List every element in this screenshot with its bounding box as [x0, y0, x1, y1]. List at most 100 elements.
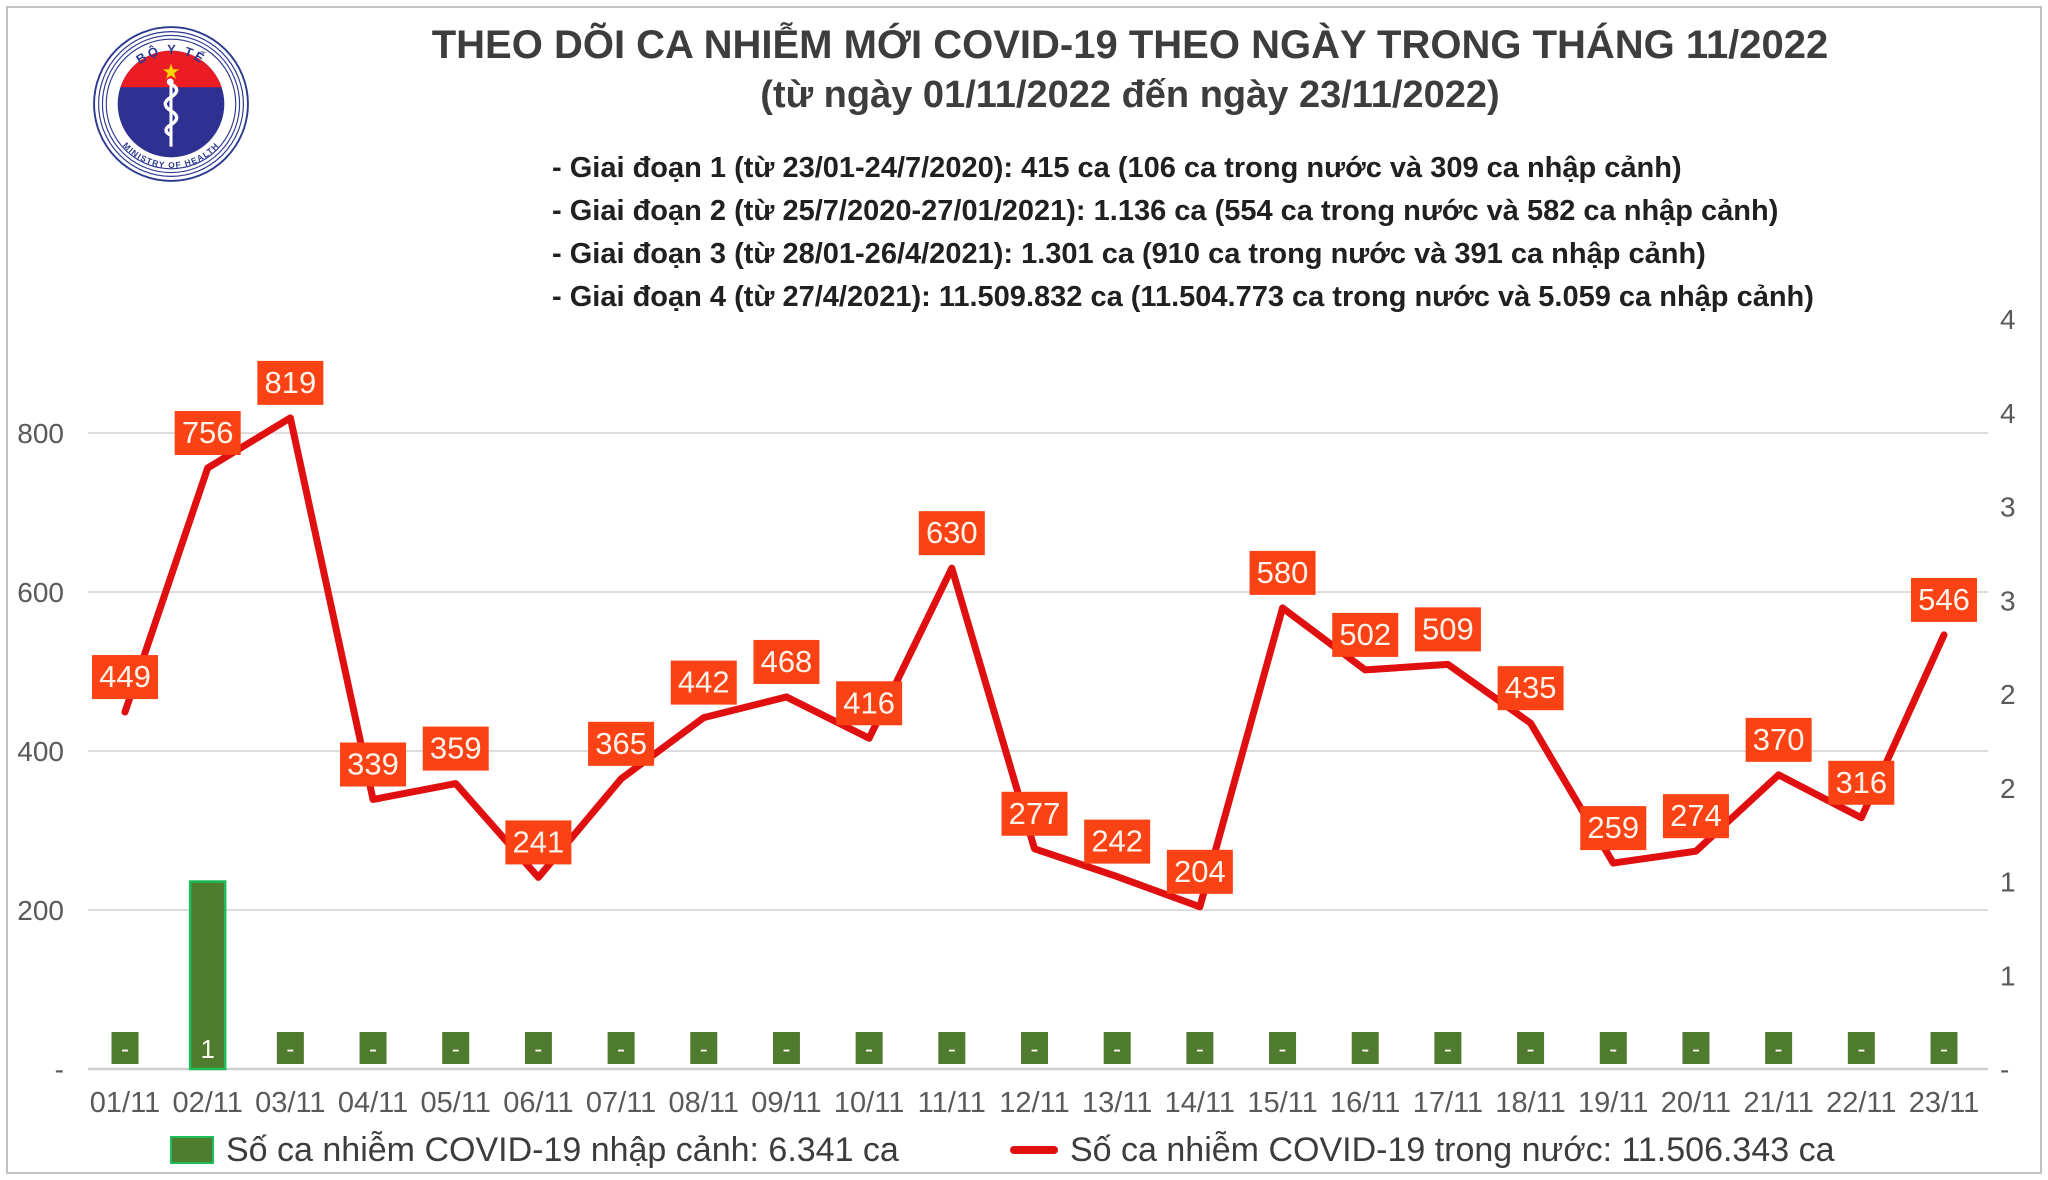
- bar-zero-chip: [855, 1032, 883, 1064]
- y-axis-tick-right: 4: [2000, 398, 2016, 429]
- logo-caduceus-icon: [163, 78, 179, 147]
- line-value-chip: [1911, 577, 1977, 622]
- bar-zero-chip: [1930, 1032, 1958, 1064]
- date-label: 22/11: [1826, 1087, 1896, 1119]
- bar-zero-chip: [1599, 1032, 1627, 1064]
- legend-label-domestic: Số ca nhiễm COVID-19 trong nước: 11.506.…: [1070, 1130, 1835, 1169]
- logo-ring: [98, 31, 244, 177]
- date-label: 13/11: [1082, 1087, 1152, 1119]
- date-label: 14/11: [1165, 1087, 1235, 1119]
- y-axis-tick-left: 800: [17, 418, 64, 449]
- y-axis-tick-right: 2: [2000, 773, 2016, 804]
- note-giai-doan-2: - Giai đoạn 2 (từ 25/7/2020-27/01/2021):…: [552, 195, 1779, 227]
- page-subtitle: (từ ngày 01/11/2022 đến ngày 23/11/2022): [760, 74, 1500, 117]
- bar-value-label: -: [1361, 1036, 1369, 1063]
- date-label: 06/11: [503, 1087, 573, 1119]
- bar-zero-chip: [276, 1032, 304, 1064]
- date-label: 02/11: [172, 1087, 242, 1119]
- legend-item-domestic: Số ca nhiễm COVID-19 trong nước: 11.506.…: [1010, 1128, 1835, 1172]
- line-value-chip: [1332, 612, 1399, 657]
- line-value-chip: [918, 511, 985, 556]
- line-value-chip: [505, 820, 572, 865]
- line-value-label: 204: [1174, 854, 1226, 889]
- bar-zero-chip: [1517, 1032, 1545, 1064]
- line-value-label: 546: [1918, 582, 1970, 617]
- line-value-label: 509: [1422, 611, 1474, 646]
- bar-zero-chip: [1103, 1032, 1131, 1064]
- bar-value-label: -: [1609, 1036, 1617, 1063]
- bar-value-label: -: [1031, 1036, 1039, 1063]
- logo-ring: [105, 38, 237, 170]
- note-giai-doan-1: - Giai đoạn 1 (từ 23/01-24/7/2020): 415 …: [552, 152, 1682, 184]
- line-value-label: 365: [595, 726, 647, 761]
- legend-line-swatch-icon: [1010, 1146, 1058, 1154]
- date-label: 08/11: [669, 1087, 739, 1119]
- date-label: 09/11: [751, 1087, 821, 1119]
- period-notes: - Giai đoạn 1 (từ 23/01-24/7/2020): 415 …: [552, 147, 1814, 319]
- date-label: 03/11: [255, 1087, 325, 1119]
- note-giai-doan-3: - Giai đoạn 3 (từ 28/01-26/4/2021): 1.30…: [552, 238, 1706, 270]
- bar-02/11: [188, 880, 227, 1071]
- date-label: 19/11: [1578, 1087, 1648, 1119]
- line-value-label: 274: [1670, 798, 1722, 833]
- y-axis-tick-right: -: [2000, 1054, 2009, 1085]
- legend-item-imported: Số ca nhiễm COVID-19 nhập cảnh: 6.341 ca: [170, 1128, 899, 1172]
- line-value-chip: [1084, 819, 1151, 864]
- line-value-chip: [1828, 760, 1895, 805]
- line-value-chip: [1497, 666, 1564, 711]
- y-axis-tick-right: 3: [2000, 492, 2016, 523]
- line-value-label: 277: [1009, 796, 1061, 831]
- bar-zero-chip: [1351, 1032, 1379, 1064]
- bar-zero-chip: [1269, 1032, 1297, 1064]
- bar-zero-chip: [1682, 1032, 1710, 1064]
- y-axis-tick-right: 1: [2000, 960, 2016, 991]
- line-value-label: 259: [1587, 810, 1639, 845]
- line-value-label: 756: [182, 415, 234, 450]
- line-value-label: 442: [678, 665, 730, 700]
- bar-value-label: -: [700, 1036, 708, 1063]
- date-label: 05/11: [421, 1087, 491, 1119]
- line-value-label: 580: [1257, 555, 1309, 590]
- bar-zero-chip: [690, 1032, 718, 1064]
- bar-value-label: -: [1857, 1036, 1865, 1063]
- line-value-label: 468: [761, 644, 813, 679]
- line-value-label: 359: [430, 731, 482, 766]
- moh-logo: BỘ Y TẾ MINISTRY OF HEALTH: [93, 26, 249, 182]
- date-label: 07/11: [586, 1087, 656, 1119]
- date-label: 04/11: [338, 1087, 408, 1119]
- bar-value-label: -: [1279, 1036, 1287, 1063]
- bar-value-label: -: [1940, 1036, 1948, 1063]
- date-label: 12/11: [999, 1087, 1069, 1119]
- date-label: 21/11: [1743, 1087, 1813, 1119]
- bar-value-label: -: [369, 1036, 377, 1063]
- line-value-label: 449: [99, 659, 151, 694]
- bar-zero-chip: [772, 1032, 800, 1064]
- date-label: 10/11: [834, 1087, 904, 1119]
- line-value-chip: [1414, 607, 1481, 652]
- line-value-chip: [588, 721, 655, 766]
- line-value-chip: [422, 726, 489, 771]
- bar-value-label: -: [121, 1036, 129, 1063]
- y-axis-tick-right: 4: [2000, 304, 2016, 335]
- line-value-chip: [1580, 806, 1647, 851]
- bar-zero-chip: [442, 1032, 470, 1064]
- date-label: 16/11: [1330, 1087, 1400, 1119]
- line-value-label: 241: [513, 824, 565, 859]
- y-axis-tick-left: 600: [17, 577, 64, 608]
- date-label: 20/11: [1661, 1087, 1731, 1119]
- bar-value-label: -: [865, 1036, 873, 1063]
- date-label: 18/11: [1495, 1087, 1565, 1119]
- bar-value-label: -: [1113, 1036, 1121, 1063]
- bar-value-label: -: [1775, 1036, 1783, 1063]
- bar-zero-chip: [1765, 1032, 1793, 1064]
- bar-zero-chip: [1186, 1032, 1214, 1064]
- date-label: 17/11: [1413, 1087, 1483, 1119]
- logo-star-icon: [163, 63, 179, 79]
- y-axis-tick-right: 2: [2000, 679, 2016, 710]
- line-value-chip: [174, 410, 241, 455]
- y-axis-tick-right: 1: [2000, 867, 2016, 898]
- line-value-label: 242: [1091, 824, 1143, 859]
- bar-value-label: -: [1692, 1036, 1700, 1063]
- bar-value-label: -: [1527, 1036, 1535, 1063]
